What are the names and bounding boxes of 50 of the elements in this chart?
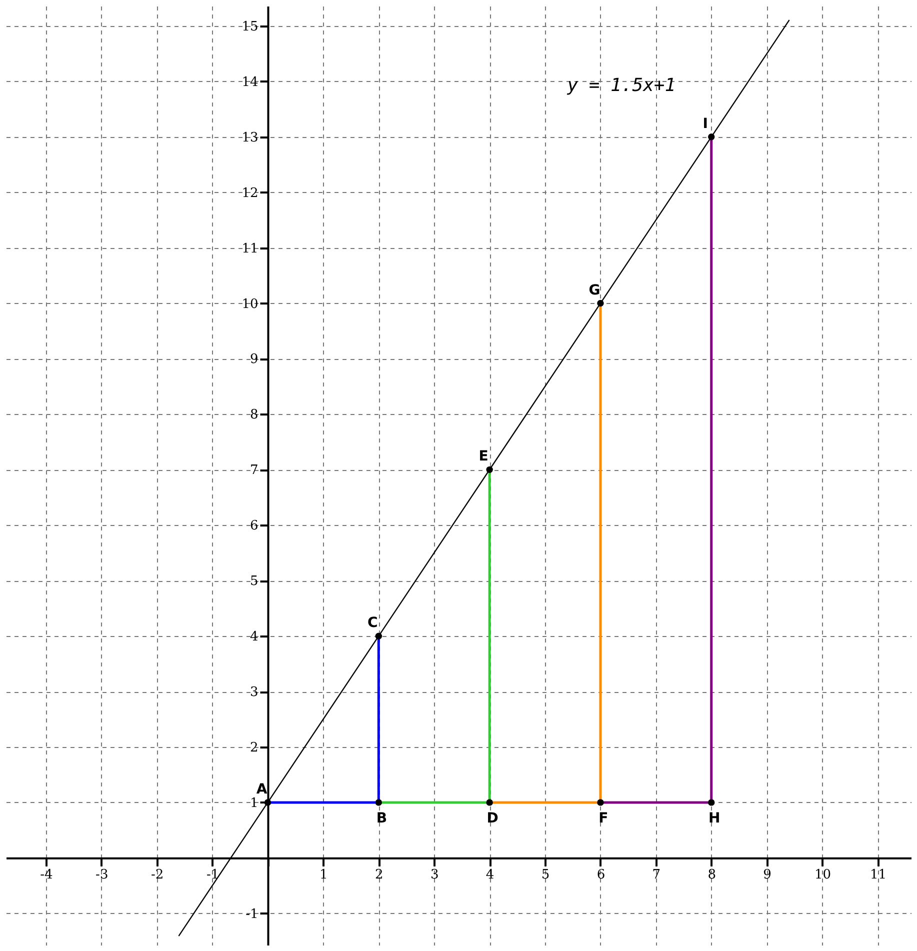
annotation: H xyxy=(708,810,720,826)
annotation: I xyxy=(702,116,708,132)
y-tick-label: 5 xyxy=(250,574,258,590)
point xyxy=(486,466,493,474)
annotation: E xyxy=(478,448,488,465)
annotation: y = 1.5x+1 xyxy=(566,74,676,96)
y-tick-label: 12 xyxy=(242,186,258,201)
y-tick-label: 10 xyxy=(242,296,258,312)
y-tick-label: 14 xyxy=(242,74,258,90)
x-tick-label: -3 xyxy=(96,867,108,882)
y-tick-label: 3 xyxy=(250,685,258,700)
annotation: B xyxy=(376,810,387,826)
point xyxy=(708,799,715,806)
x-tick-label: 2 xyxy=(375,867,384,882)
x-tick-label: 1 xyxy=(320,867,328,882)
x-tick-label: 7 xyxy=(652,867,661,882)
x-tick-label: 4 xyxy=(486,867,494,882)
x-tick-label: 11 xyxy=(870,867,886,882)
x-tick-label: 10 xyxy=(814,867,832,882)
annotation: D xyxy=(486,810,498,826)
x-tick-label: -2 xyxy=(150,867,164,882)
point xyxy=(375,632,382,640)
y-tick-label: 7 xyxy=(250,463,258,478)
point xyxy=(597,799,604,806)
y-tick-label: 13 xyxy=(242,130,258,146)
annotation: F xyxy=(598,810,608,826)
y-tick-label: 1 xyxy=(250,796,258,811)
point xyxy=(708,134,715,140)
y-tick-label: -1 xyxy=(246,906,258,922)
y-tick-label: 8 xyxy=(250,408,258,423)
annotation: C xyxy=(368,615,378,632)
y-tick-label: 2 xyxy=(250,740,258,756)
x-tick-label: -4 xyxy=(40,867,53,882)
point xyxy=(264,799,272,806)
x-tick-label: 3 xyxy=(430,867,439,882)
x-tick-label: 6 xyxy=(596,867,606,882)
point xyxy=(375,799,382,806)
x-tick-label: 5 xyxy=(541,867,550,882)
point xyxy=(597,300,604,307)
y-tick-label: 6 xyxy=(250,518,258,534)
point xyxy=(486,799,493,806)
x-tick-label: 8 xyxy=(708,867,716,882)
annotation: G xyxy=(588,282,600,298)
y-tick-label: 15 xyxy=(242,19,258,34)
x-tick-label: 9 xyxy=(763,867,772,882)
y-tick-label: 4 xyxy=(250,630,258,645)
y-tick-label: 11 xyxy=(242,241,258,256)
y-tick-label: 9 xyxy=(250,352,258,368)
annotation: A xyxy=(256,781,268,798)
x-tick-label: -1 xyxy=(206,867,220,882)
